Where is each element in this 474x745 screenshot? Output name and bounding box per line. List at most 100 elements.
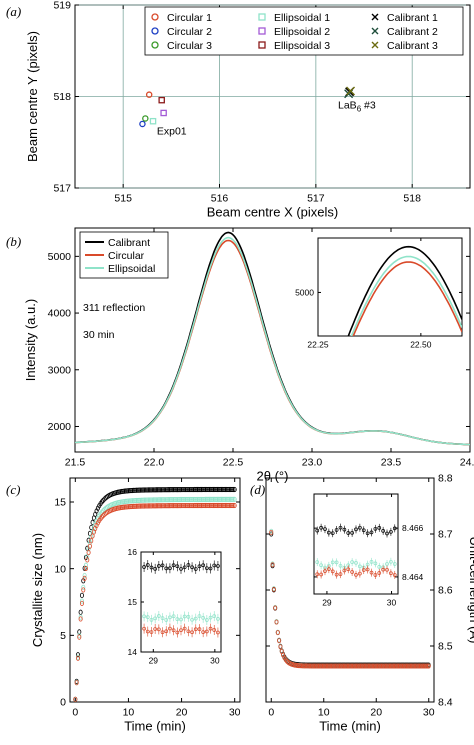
data-point [316,663,321,669]
data-point [180,502,185,509]
data-point [389,571,393,576]
data-point [211,496,216,502]
data-point [323,527,327,531]
data-point [142,497,147,503]
data-point [219,486,224,493]
data-point [87,543,92,549]
data-point [159,497,164,503]
data-point [358,571,362,576]
data-point [232,486,237,493]
data-point [350,530,354,535]
data-point [171,563,176,568]
data-point [374,663,379,669]
data-point [338,563,343,568]
data-point [354,560,358,565]
data-point [214,502,219,509]
data-point [172,496,177,503]
data-point [218,496,223,502]
data-point [202,502,207,509]
data-point [74,680,79,686]
data-point [149,497,154,503]
data-point [75,652,80,658]
data-point [408,663,413,669]
data-point [172,487,177,493]
data-point [210,496,215,502]
data-point [323,569,327,573]
data-point [194,502,199,509]
data-point [166,497,171,503]
data-point [151,487,156,493]
data-point [183,486,188,493]
data-point [355,663,360,669]
data-point [392,562,397,566]
data-point-1 [139,120,146,128]
data-point [186,629,191,634]
data-point [362,663,367,669]
data-point [218,486,223,493]
data-point [346,531,351,535]
data-point [208,486,213,493]
data-point [421,663,426,669]
data-point [381,529,385,533]
data-point [188,502,193,509]
legend-label-1: Circular 2 [167,26,212,38]
data-point [193,567,198,571]
data-point [175,487,180,493]
data-point [320,663,325,669]
data-point [385,531,389,536]
y-axis-label: Crystallite size (nm) [30,533,45,647]
data-point-5 [158,96,165,104]
data-point [344,663,349,669]
data-point [178,486,183,493]
data-point [354,573,358,577]
data-point-3 [149,117,157,125]
x-axis-label: Time (min) [319,719,381,734]
data-point [220,496,225,502]
data-point [342,568,347,573]
data-point [321,663,326,669]
x-tick-label: 30 [423,707,435,719]
legend-marker-6 [371,13,379,21]
data-point [191,496,196,503]
data-point [158,497,163,503]
data-point [155,487,160,493]
data-point [393,663,398,669]
x-tick-label: 10 [123,707,135,719]
data-point [153,616,158,621]
data-point [163,503,168,509]
inset-series-calibrant [315,523,397,538]
data-point [379,663,384,669]
data-point [403,663,408,669]
data-point [323,663,328,669]
data-point [160,487,165,493]
data-point [154,503,159,509]
plot-frame [74,227,471,453]
data-point [212,563,217,568]
data-point [158,503,163,509]
legend: Circular 1 Circular 2 Circular 3 Ellipsoida… [144,6,464,56]
data-point [203,496,208,503]
data-point [224,502,229,509]
data-point [401,663,406,669]
data-point [220,502,225,509]
data-point [232,502,237,509]
data-point [417,663,422,669]
data-point [78,616,83,622]
data-point [381,567,385,572]
legend-label-0: Calibrant [108,237,150,249]
data-point [392,526,397,531]
data-point [208,566,213,571]
data-point [223,496,228,502]
data-point [171,496,176,503]
data-point [227,502,232,509]
data-point [219,502,224,509]
data-point [145,615,150,619]
data-point [163,487,168,493]
data-point [367,663,372,669]
data-point [182,496,187,503]
legend-label-7: Calibrant 2 [387,26,438,38]
inset-bg [318,238,462,336]
inset-series-calibrant [142,560,220,574]
data-point [385,562,389,566]
data-point [349,663,354,669]
